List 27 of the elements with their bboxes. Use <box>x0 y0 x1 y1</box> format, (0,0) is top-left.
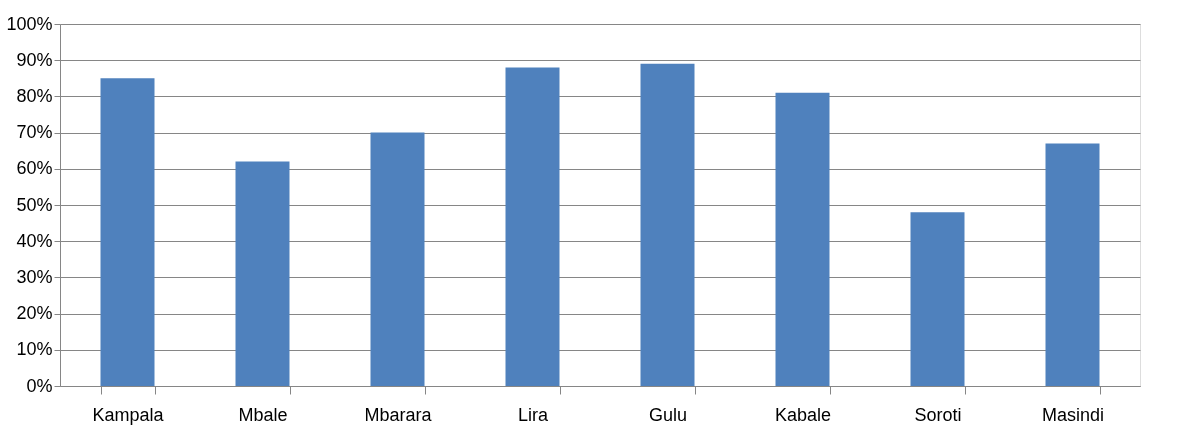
bar <box>370 132 425 386</box>
x-tick-label: Lira <box>517 404 549 425</box>
x-tick-label: Mbarara <box>364 404 433 425</box>
y-tick-label: 90% <box>16 49 53 70</box>
y-tick-label: 0% <box>26 375 53 396</box>
bar <box>505 67 560 386</box>
y-tick-label: 60% <box>16 158 53 179</box>
y-tick-label: 80% <box>16 85 53 106</box>
y-tick-label: 50% <box>16 194 53 215</box>
bar <box>775 92 830 386</box>
y-tick-label: 20% <box>16 303 53 324</box>
bar <box>235 161 290 386</box>
x-tick-label: Kampala <box>92 404 165 425</box>
x-tick-label: Gulu <box>648 404 688 425</box>
bar <box>1045 143 1100 386</box>
bar <box>910 212 965 386</box>
x-tick-label: Kabale <box>774 404 832 425</box>
y-tick-label: 70% <box>16 122 53 143</box>
y-tick-label: 100% <box>6 13 53 34</box>
y-tick-label: 10% <box>16 339 53 360</box>
x-tick-label: Soroti <box>914 404 962 425</box>
x-tick-label: Mbale <box>238 404 288 425</box>
bar <box>640 63 695 386</box>
x-tick-label: Masindi <box>1041 404 1105 425</box>
y-tick-label: 40% <box>16 230 53 251</box>
bar <box>100 78 155 386</box>
y-tick-label: 30% <box>16 266 53 287</box>
